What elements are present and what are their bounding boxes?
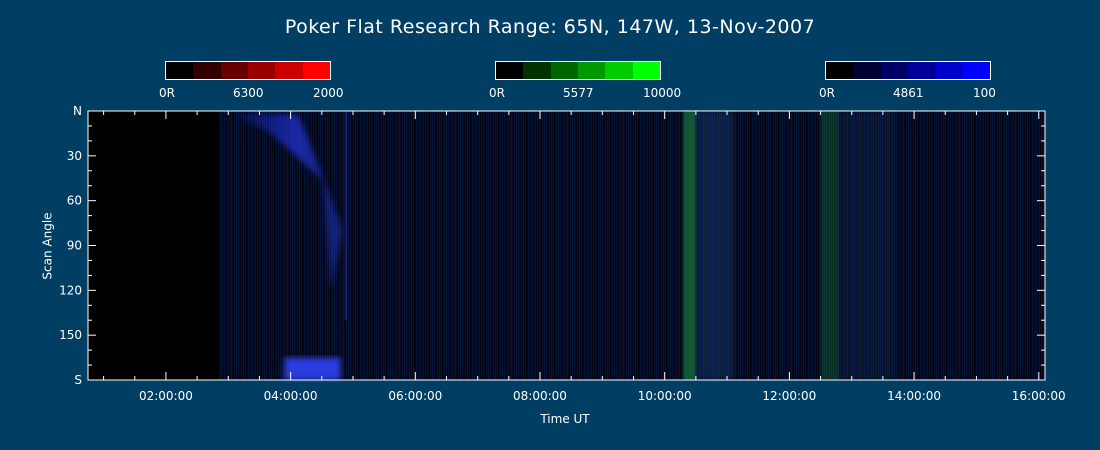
y-tick-label: 90 — [67, 239, 82, 253]
x-axis: 02:00:00 04:00:00 06:00:00 08:00:00 10:00:00… — [103, 111, 1066, 403]
colorbar-4861-swatch — [962, 62, 990, 79]
colorbar-4861-swatch — [853, 62, 881, 79]
colorbar-5577-min-label: 0R — [489, 86, 505, 100]
data-texture — [218, 111, 1046, 380]
x-tick-label: 08:00:00 — [513, 389, 567, 403]
colorbar-4861: 0R 4861 100 — [819, 61, 996, 100]
feature-blue-arc — [228, 113, 343, 291]
colorbar-5577-swatch — [577, 62, 606, 79]
colorbar-5577-scale — [495, 61, 661, 80]
colorbar-6300-max-label: 2000 — [313, 86, 344, 100]
colorbar-5577-wavelength-label: 5577 — [563, 86, 594, 100]
colorbar-5577: 0R 5577 10000 — [489, 61, 681, 100]
feature-blue-arc-edge — [344, 111, 347, 321]
colorbar-4861-max-label: 100 — [973, 86, 996, 100]
colorbar-5577-swatch — [523, 62, 551, 79]
feature-blue-band-south — [284, 357, 341, 380]
colorbar-6300-wavelength-label: 6300 — [233, 86, 264, 100]
feature-green-band-glow — [695, 111, 734, 380]
colorbar-4861-min-label: 0R — [819, 86, 835, 100]
y-tick-label: S — [74, 373, 82, 387]
colorbar-4861-swatch — [826, 62, 854, 79]
x-tick-label: 14:00:00 — [887, 389, 941, 403]
colorbar-6300-swatch — [193, 62, 221, 79]
feature-green-band — [683, 111, 696, 380]
x-tick-label: 16:00:00 — [1012, 389, 1066, 403]
feature-green-band-glow — [839, 111, 896, 380]
y-tick-label: 120 — [59, 283, 82, 297]
colorbar-4861-swatch — [935, 62, 963, 79]
y-axis: N 30 60 90 120 150 S — [59, 104, 1045, 387]
colorbar-4861-wavelength-label: 4861 — [893, 86, 924, 100]
plot-area — [88, 111, 1046, 380]
colorbar-5577-swatch — [496, 62, 524, 79]
x-tick-label: 10:00:00 — [638, 389, 692, 403]
colorbar-5577-swatch — [605, 62, 633, 79]
colorbar-6300-swatch — [247, 62, 276, 79]
colorbar-6300-swatch — [166, 62, 194, 79]
colorbar-5577-max-label: 10000 — [643, 86, 682, 100]
colorbar-5577-swatch — [550, 62, 578, 79]
colorbar-6300-scale — [165, 61, 331, 80]
x-tick-label: 02:00:00 — [139, 389, 193, 403]
colorbar-6300-min-label: 0R — [159, 86, 175, 100]
x-tick-label: 04:00:00 — [264, 389, 318, 403]
y-tick-label: 150 — [59, 328, 82, 342]
colorbar-4861-swatch — [880, 62, 908, 79]
colorbar-4861-swatch — [907, 62, 936, 79]
y-axis-label: Scan Angle — [40, 212, 55, 280]
colorbar-5577-swatch — [632, 62, 660, 79]
colorbar-6300-swatch — [220, 62, 248, 79]
y-tick-label: 60 — [67, 194, 82, 208]
x-tick-label: 12:00:00 — [762, 389, 816, 403]
x-axis-label: Time UT — [540, 412, 590, 426]
aurora-features — [228, 111, 896, 380]
colorbar-6300: 0R 6300 2000 — [159, 61, 344, 100]
chart-title: Poker Flat Research Range: 65N, 147W, 13… — [284, 16, 816, 38]
x-tick-label: 06:00:00 — [388, 389, 442, 403]
colorbar-6300-swatch — [275, 62, 303, 79]
feature-green-band — [820, 111, 840, 380]
y-tick-label: N — [73, 104, 82, 118]
colorbar-6300-swatch — [302, 62, 330, 79]
y-tick-label: 30 — [67, 149, 82, 163]
colorbar-4861-scale — [825, 61, 991, 80]
